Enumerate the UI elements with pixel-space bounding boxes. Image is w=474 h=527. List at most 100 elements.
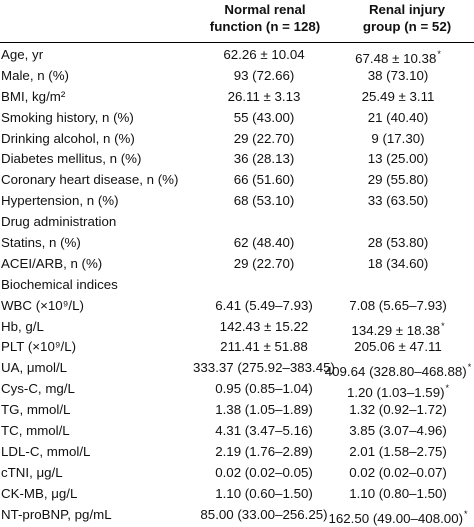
- table-row: Male, n (%) 93 (72.66) 38 (73.10): [0, 65, 474, 86]
- table-row: Hypertension, n (%) 68 (53.10) 33 (63.50): [0, 190, 474, 211]
- table-row: Biochemical indices: [0, 274, 474, 295]
- row-label: TC, mmol/L: [1, 423, 70, 439]
- renal-injury-value-text: 25.49 ± 3.11: [361, 88, 435, 104]
- header-normal-renal-function: Normal renal function (n = 128): [190, 1, 340, 35]
- renal-injury-value-text: 67.48 ± 10.38: [355, 51, 437, 66]
- renal-injury-value: 38 (73.10): [324, 67, 472, 84]
- row-label: Hypertension, n (%): [1, 193, 119, 209]
- renal-injury-value-text: 21 (40.40): [367, 109, 429, 125]
- renal-injury-value: 33 (63.50): [324, 192, 472, 209]
- table-row: NT-proBNP, pg/mL 85.00 (33.00–256.25) 162.…: [0, 504, 474, 527]
- normal-renal-value: 0.02 (0.02–0.05): [186, 464, 342, 481]
- table-row: TC, mmol/L 4.31 (3.47–5.16) 3.85 (3.07–4.9…: [0, 420, 474, 441]
- row-label: ACEI/ARB, n (%): [1, 255, 103, 271]
- table-row: WBC (×10⁹/L) 6.41 (5.49–7.93) 7.08 (5.65–7…: [0, 295, 474, 316]
- normal-renal-value-text: 62.26 ± 10.04: [223, 47, 305, 62]
- normal-renal-value-text: 26.11 ± 3.13: [227, 88, 301, 104]
- normal-renal-value: 68 (53.10): [186, 192, 342, 209]
- renal-injury-value-text: 13 (25.00): [367, 151, 429, 167]
- row-label: Statins, n (%): [1, 235, 81, 251]
- renal-injury-value: 7.08 (5.65–7.93): [324, 297, 472, 314]
- renal-injury-value-text: 1.20 (1.03–1.59): [346, 385, 445, 401]
- row-label: Age, yr: [1, 47, 44, 62]
- normal-renal-value-text: 68 (53.10): [233, 193, 295, 209]
- row-label: Coronary heart disease, n (%): [1, 172, 179, 188]
- renal-injury-value: 21 (40.40): [324, 109, 472, 126]
- row-label: PLT (×10⁹/L): [1, 339, 77, 355]
- renal-injury-value: 28 (53.80): [324, 234, 472, 251]
- table-row: PLT (×10⁹/L) 211.41 ± 51.88 205.06 ± 47.11: [0, 336, 474, 357]
- row-label: Drinking alcohol, n (%): [1, 130, 135, 146]
- normal-renal-value: 4.31 (3.47–5.16): [186, 422, 342, 439]
- table-row: Statins, n (%) 62 (48.40) 28 (53.80): [0, 232, 474, 253]
- normal-renal-value-text: 36 (28.13): [233, 151, 295, 167]
- renal-injury-value: 67.48 ± 10.38*: [324, 46, 472, 67]
- normal-renal-value: 93 (72.66): [186, 67, 342, 84]
- normal-renal-value: 142.43 ± 15.22: [186, 318, 342, 335]
- normal-renal-value-text: 66 (51.60): [233, 172, 295, 188]
- table-row: UA, μmol/L 333.37 (275.92–383.45) 409.64 (…: [0, 357, 474, 380]
- row-label: Cys-C, mg/L: [1, 381, 75, 397]
- normal-renal-value-text: 93 (72.66): [233, 67, 295, 83]
- table-row: ACEI/ARB, n (%) 29 (22.70) 18 (34.60): [0, 253, 474, 274]
- table-row: Drinking alcohol, n (%) 29 (22.70) 9 (17.3…: [0, 128, 474, 149]
- renal-injury-value: 205.06 ± 47.11: [324, 338, 472, 355]
- row-label: cTNI, μg/L: [1, 464, 63, 480]
- normal-renal-value: 55 (43.00): [186, 109, 342, 126]
- renal-injury-value-text: 2.01 (1.58–2.75): [349, 443, 447, 459]
- header-renal-injury-group: Renal injury group (n = 52): [340, 1, 474, 35]
- row-label: BMI, kg/m²: [1, 88, 66, 104]
- normal-renal-value-text: 55 (43.00): [233, 109, 295, 125]
- renal-injury-value-text: 205.06 ± 47.11: [354, 339, 442, 355]
- row-label: Diabetes mellitus, n (%): [1, 151, 142, 167]
- row-label: WBC (×10⁹/L): [1, 297, 84, 313]
- significance-mark: *: [441, 320, 445, 331]
- normal-renal-value-text: 0.95 (0.85–1.04): [215, 381, 313, 397]
- renal-injury-value: 0.02 (0.02–0.07): [324, 464, 472, 481]
- renal-injury-value: 1.10 (0.80–1.50): [324, 485, 472, 502]
- table-row: Diabetes mellitus, n (%) 36 (28.13) 13 (25…: [0, 148, 474, 169]
- table-body: Age, yr 62.26 ± 10.04 67.48 ± 10.38* Male, …: [0, 44, 474, 527]
- significance-mark: *: [445, 383, 450, 394]
- row-label: CK-MB, μg/L: [1, 485, 78, 501]
- normal-renal-value: 0.95 (0.85–1.04): [186, 380, 342, 397]
- significance-mark: *: [467, 362, 472, 373]
- row-label: Biochemical indices: [1, 276, 118, 292]
- renal-injury-value: 134.29 ± 18.38*: [324, 318, 472, 339]
- table-row: Age, yr 62.26 ± 10.04 67.48 ± 10.38*: [0, 44, 474, 67]
- header-col2-line2: group (n = 52): [362, 19, 452, 34]
- renal-injury-value-text: 162.50 (49.00–408.00): [328, 510, 464, 526]
- row-label: Male, n (%): [1, 67, 69, 83]
- normal-renal-value: 333.37 (275.92–383.45): [186, 359, 342, 376]
- renal-injury-value: 25.49 ± 3.11: [324, 88, 472, 105]
- table-row: Smoking history, n (%) 55 (43.00) 21 (40.4…: [0, 107, 474, 128]
- normal-renal-value-text: 62 (48.40): [233, 235, 295, 251]
- normal-renal-value: 1.10 (0.60–1.50): [186, 485, 342, 502]
- renal-injury-value: 1.32 (0.92–1.72): [324, 401, 472, 418]
- renal-injury-value-text: 1.32 (0.92–1.72): [349, 402, 447, 418]
- row-label: Hb, g/L: [1, 318, 44, 334]
- renal-injury-value: 13 (25.00): [324, 150, 472, 167]
- normal-renal-value: 62 (48.40): [186, 234, 342, 251]
- normal-renal-value-text: 1.38 (1.05–1.89): [215, 402, 313, 418]
- table-row: CK-MB, μg/L 1.10 (0.60–1.50) 1.10 (0.80–1.…: [0, 483, 474, 504]
- renal-injury-value: 162.50 (49.00–408.00)*: [324, 506, 472, 527]
- renal-injury-value: 1.20 (1.03–1.59)*: [324, 380, 472, 401]
- normal-renal-value: 29 (22.70): [186, 130, 342, 147]
- renal-injury-value: 29 (55.80): [324, 171, 472, 188]
- renal-injury-value: 2.01 (1.58–2.75): [324, 443, 472, 460]
- table-header: Normal renal function (n = 128) Renal in…: [0, 0, 474, 41]
- normal-renal-value-text: 4.31 (3.47–5.16): [215, 423, 313, 439]
- renal-injury-value-text: 29 (55.80): [367, 172, 429, 188]
- normal-renal-value: 66 (51.60): [186, 171, 342, 188]
- normal-renal-value: 26.11 ± 3.13: [186, 88, 342, 105]
- row-label: LDL-C, mmol/L: [1, 443, 91, 459]
- table-row: cTNI, μg/L 0.02 (0.02–0.05) 0.02 (0.02–0.0…: [0, 462, 474, 483]
- renal-injury-value-text: 7.08 (5.65–7.93): [349, 297, 447, 313]
- normal-renal-value: 6.41 (5.49–7.93): [186, 297, 342, 314]
- normal-renal-value: 85.00 (33.00–256.25): [186, 506, 342, 523]
- renal-injury-value: 409.64 (328.80–468.88)*: [324, 359, 472, 380]
- renal-injury-value-text: 33 (63.50): [367, 193, 429, 209]
- row-label: NT-proBNP, pg/mL: [1, 506, 112, 522]
